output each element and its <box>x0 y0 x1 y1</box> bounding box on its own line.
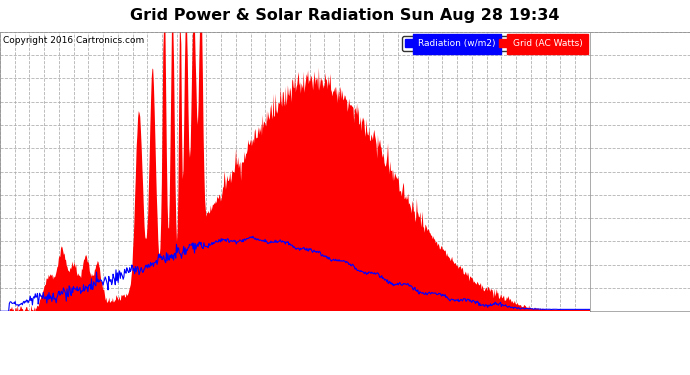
Legend: Radiation (w/m2), Grid (AC Watts): Radiation (w/m2), Grid (AC Watts) <box>402 36 585 51</box>
Text: Grid Power & Solar Radiation Sun Aug 28 19:34: Grid Power & Solar Radiation Sun Aug 28 … <box>130 9 560 23</box>
Text: Copyright 2016 Cartronics.com: Copyright 2016 Cartronics.com <box>3 36 144 45</box>
